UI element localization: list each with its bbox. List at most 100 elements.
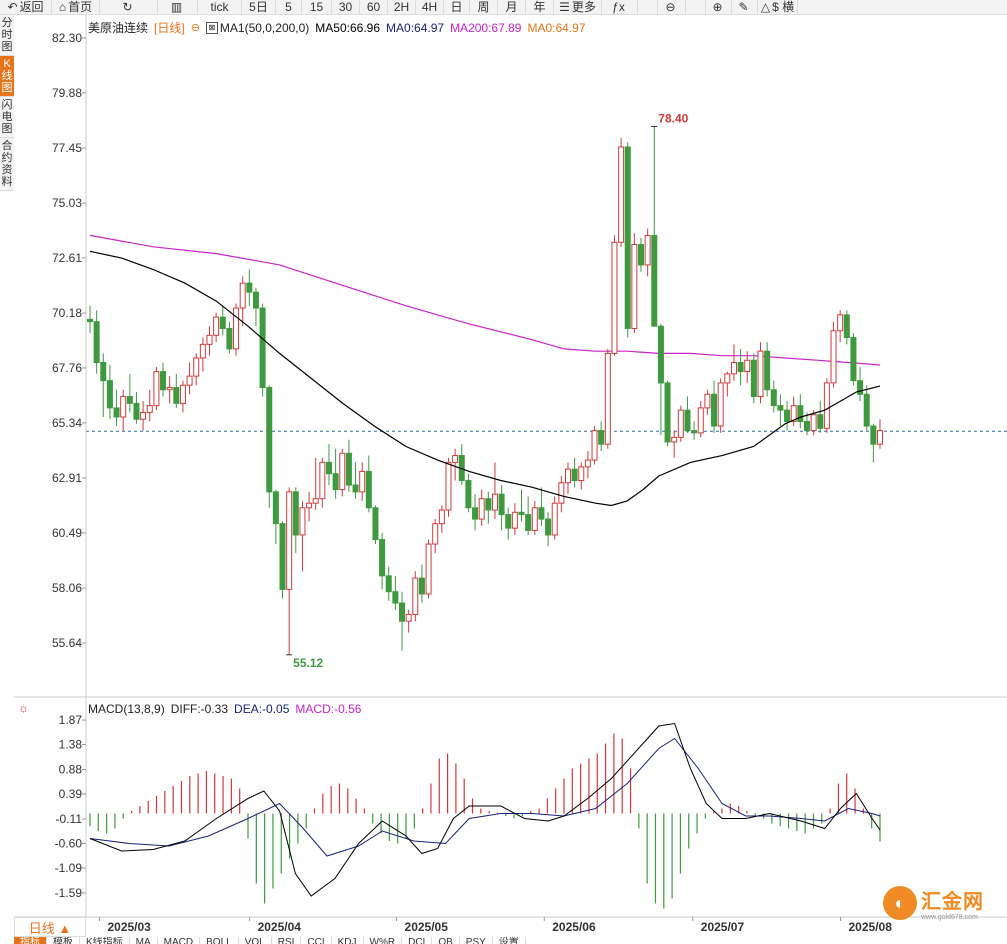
candle-body	[279, 523, 286, 590]
sidebar-item-1[interactable]: K线图	[0, 56, 14, 97]
toolbar-button-19[interactable]: ⊖	[658, 0, 686, 14]
indicator-tab-6[interactable]: VOL	[239, 937, 272, 944]
price-legend: 美原油连续 [日线] ⊖ ⊠ MA1(50,0,200,0) MA50:66.9…	[88, 19, 586, 36]
sidebar-item-2[interactable]: 闪电图	[0, 97, 14, 138]
toolbar-button-2[interactable]: ↻	[100, 0, 158, 14]
candle	[830, 321, 837, 388]
indicator-tab-8[interactable]: CCI	[301, 937, 332, 944]
candle	[764, 342, 771, 397]
candle	[140, 401, 147, 431]
toolbar-button-16[interactable]: ☰ 更多	[554, 0, 602, 14]
settings-icon[interactable]: ⊖	[190, 22, 200, 34]
indicator-tab-10[interactable]: W%R	[364, 937, 403, 944]
ma200-line	[89, 234, 881, 366]
candle	[704, 389, 711, 415]
candle	[750, 353, 757, 404]
candle-body	[452, 455, 459, 463]
candle	[312, 457, 319, 511]
toolbar-button-9[interactable]: 60	[360, 0, 388, 14]
candle-body	[491, 493, 498, 511]
indicator-tab-4[interactable]: MACD	[158, 937, 201, 944]
indicator-tab-9[interactable]: KDJ	[332, 937, 364, 944]
candle-body	[252, 291, 259, 309]
candle	[857, 367, 864, 402]
price-tick-label: 55.64	[52, 636, 82, 650]
candle	[591, 426, 598, 465]
toolbar-button-17[interactable]: ƒx	[602, 0, 638, 14]
toolbar-button-20[interactable]	[686, 0, 706, 14]
candle	[472, 494, 479, 531]
candle	[412, 571, 419, 622]
candle-body	[505, 514, 512, 529]
indicator-tab-7[interactable]: RSI	[272, 937, 302, 944]
toolbar-button-15[interactable]: 年	[526, 0, 554, 14]
toolbar-button-3[interactable]: ▥	[158, 0, 198, 14]
candle	[651, 126, 658, 327]
candle-body	[458, 455, 465, 482]
toolbar-button-12[interactable]: 日	[444, 0, 470, 14]
indicator-tab-12[interactable]: OB	[432, 937, 460, 944]
candle	[518, 489, 525, 522]
price-tick-label: 77.45	[52, 141, 82, 155]
candle-body	[379, 539, 386, 577]
toolbar-button-0[interactable]: ↶ 返回	[0, 0, 52, 14]
period-label[interactable]: [日线]	[154, 21, 185, 35]
toolbar-button-18[interactable]	[638, 0, 658, 14]
indicator-tab-5[interactable]: BOLL	[200, 937, 239, 944]
toolbar-button-10[interactable]: 2H	[388, 0, 416, 14]
candle	[491, 462, 498, 520]
indicator-tab-14[interactable]: 设置	[493, 937, 526, 944]
toolbar-button-21[interactable]: ⊕	[706, 0, 732, 14]
candle-body	[604, 352, 611, 445]
toolbar-label: 首页	[68, 0, 93, 14]
candle	[803, 412, 810, 436]
top-toolbar: ↶ 返回 ⌂ 首页 ↻ ▥ tick 5日 5 15 30 60 2H 4H 日周月年 ☰ 更多 ƒx ⊖ ⊕ ✎ △ $ …	[0, 0, 1007, 15]
indicator-tab-0[interactable]: 指标	[14, 937, 47, 944]
candle-body	[624, 146, 631, 329]
candle	[345, 439, 352, 492]
candle	[93, 310, 100, 374]
candle-body	[438, 509, 445, 525]
indicator-tab-13[interactable]: PSY	[460, 937, 493, 944]
indicator-tab-1[interactable]: 模板	[47, 937, 80, 944]
toolbar-button-5[interactable]: 5日	[242, 0, 276, 14]
sidebar-item-3[interactable]: 合约资料	[0, 138, 14, 191]
macd-tick-label: -0.11	[56, 812, 83, 826]
candle-body	[770, 389, 777, 407]
toolbar-button-11[interactable]: 4H	[416, 0, 444, 14]
indicator-tab-2[interactable]: K线指标	[80, 937, 130, 944]
symbol-name: 美原油连续	[88, 21, 149, 35]
candle	[644, 228, 651, 277]
candle	[863, 385, 870, 431]
toolbar-button-23[interactable]: △ $ 横	[758, 0, 798, 14]
candle	[266, 385, 273, 508]
candle-body	[498, 493, 505, 516]
chart-icon[interactable]: ⊠	[205, 21, 218, 34]
candle	[332, 448, 339, 499]
toolbar-button-13[interactable]: 周	[470, 0, 498, 14]
candle-body	[850, 337, 857, 382]
diff-line	[89, 722, 881, 897]
candle	[193, 353, 200, 386]
toolbar-button-6[interactable]: 5	[276, 0, 302, 14]
macd-settings-icon[interactable]: ☼	[18, 701, 29, 715]
candle-body	[199, 343, 206, 359]
ma50-line	[89, 250, 881, 507]
period-button[interactable]: 日线 ▲	[14, 917, 86, 937]
toolbar-button-14[interactable]: 月	[498, 0, 526, 14]
candle-body	[797, 405, 804, 423]
candle-body	[638, 244, 645, 266]
toolbar-button-1[interactable]: ⌂ 首页	[52, 0, 100, 14]
sidebar-item-0[interactable]: 分时图	[0, 15, 14, 56]
toolbar-button-4[interactable]: tick	[198, 0, 242, 14]
indicator-tab-3[interactable]: MA	[130, 937, 158, 944]
candle	[319, 457, 326, 508]
macd-tick-label: -1.09	[55, 861, 83, 875]
candle-body	[677, 409, 684, 438]
candle-body	[750, 359, 757, 398]
toolbar-button-22[interactable]: ✎	[732, 0, 758, 14]
toolbar-button-7[interactable]: 15	[302, 0, 332, 14]
candle-body	[272, 491, 279, 525]
toolbar-button-8[interactable]: 30	[332, 0, 360, 14]
indicator-tab-11[interactable]: DCI	[402, 937, 433, 944]
